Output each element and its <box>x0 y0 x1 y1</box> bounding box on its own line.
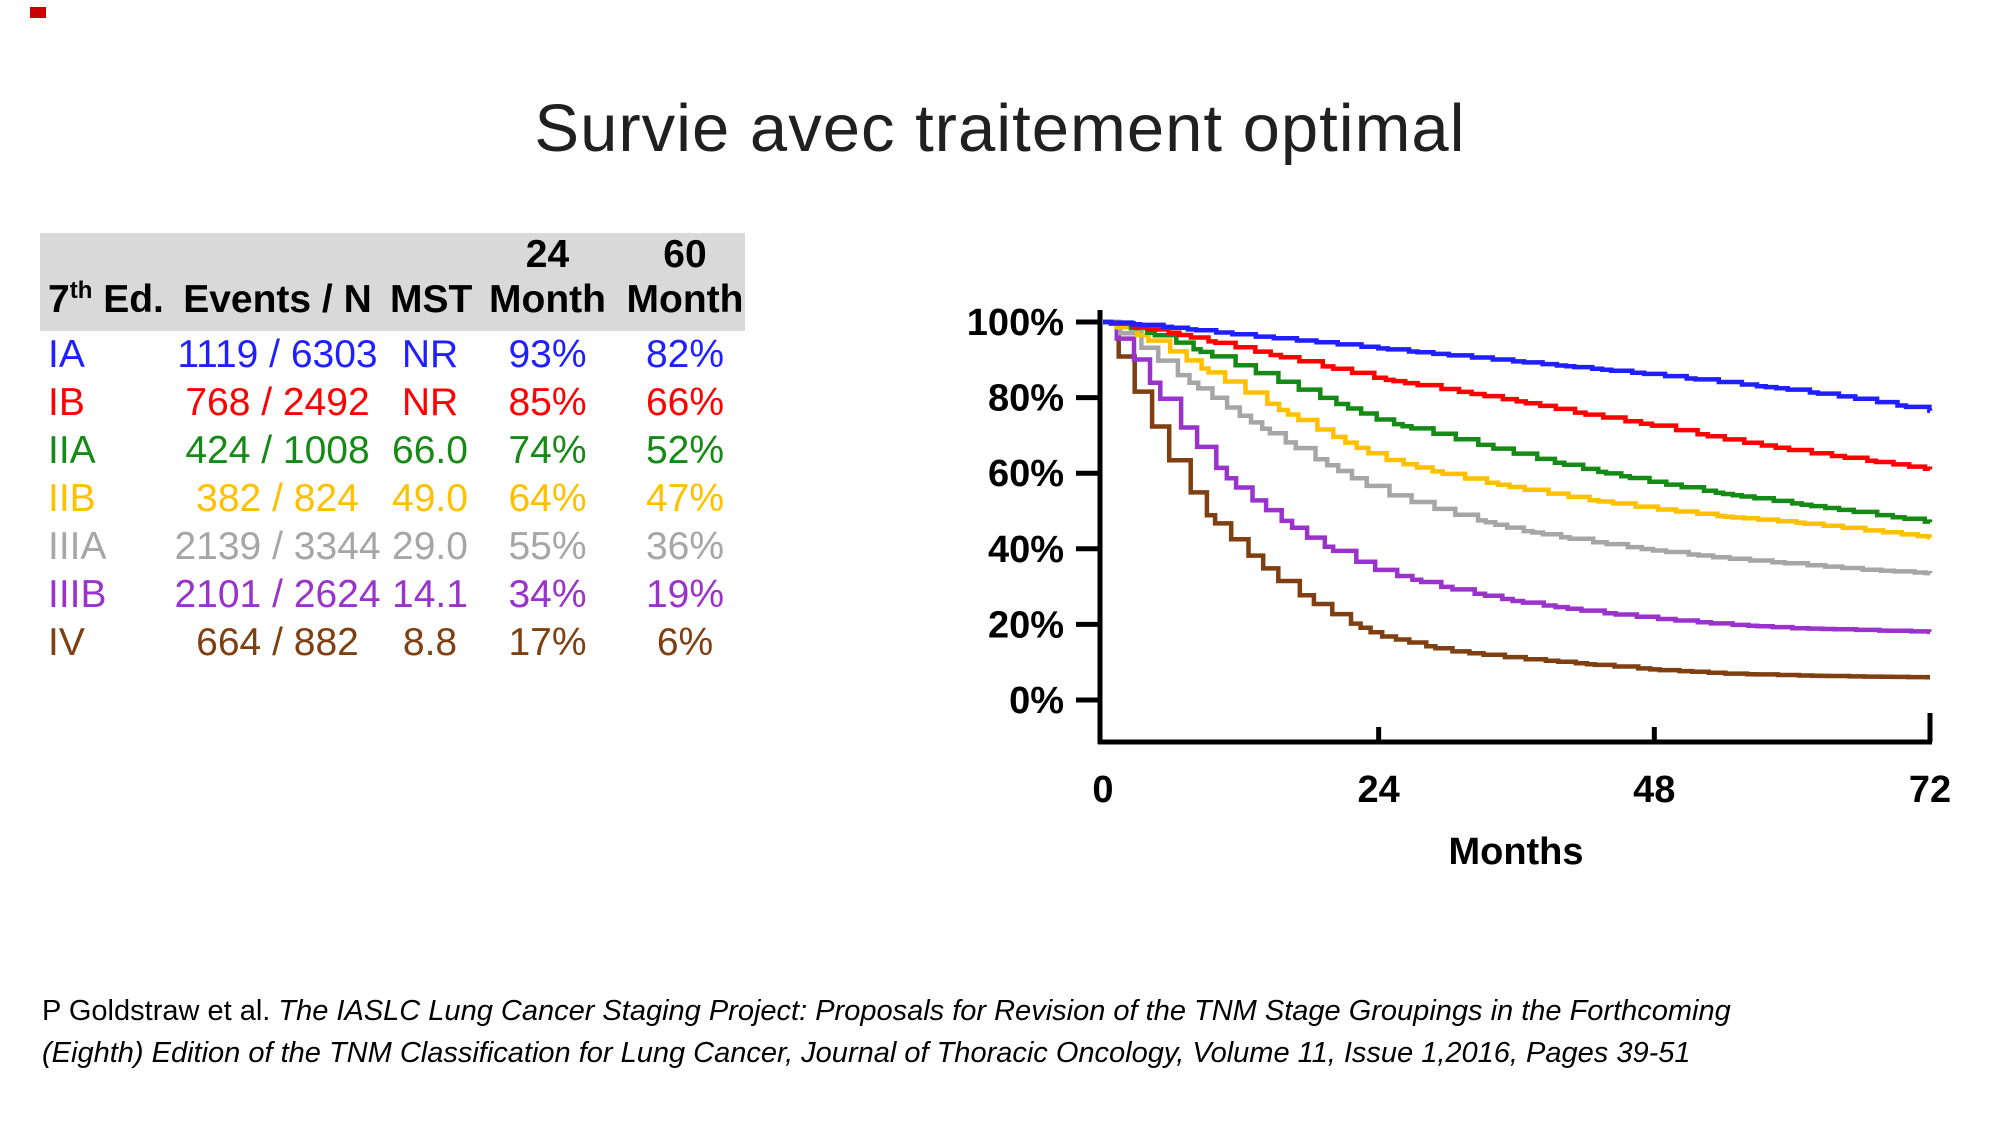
mst-cell: NR <box>401 333 459 376</box>
x-axis-title: Months <box>1448 831 1583 873</box>
stage-cell: IV <box>48 621 85 664</box>
month60-cell: 36% <box>645 525 725 568</box>
month24-cell: 34% <box>508 573 587 616</box>
survival-curve-IV <box>1103 319 1930 680</box>
mst-cell: 8.8 <box>402 621 458 664</box>
month24-cell: 85% <box>508 381 587 424</box>
events-n-cell: 2139 / 3344 <box>174 525 381 568</box>
mst-cell: NR <box>401 381 459 424</box>
events-n-cell: 2101 / 2624 <box>174 573 381 616</box>
mst-cell: 49.0 <box>392 477 468 520</box>
header-stage: 7th Ed. <box>48 276 164 321</box>
table-row: IIIA 2139 / 3344 29.0 55% 36% <box>40 523 745 571</box>
table-row: IV 664 / 882 8.8 17% 6% <box>40 619 745 667</box>
table-row: IIIB 2101 / 2624 14.1 34% 19% <box>40 571 745 619</box>
header-60-month: 60 Month <box>626 233 744 321</box>
events-n-cell: 768 / 2492 <box>185 381 370 424</box>
survival-curve-IIA <box>1103 319 1933 524</box>
stage-cell: IIIB <box>48 573 107 616</box>
citation-line-2: (Eighth) Edition of the TNM Classificati… <box>42 1037 1691 1069</box>
header-24-month: 24 Month <box>489 233 606 321</box>
month60-cell: 52% <box>645 429 725 472</box>
month24-cell: 74% <box>508 429 587 472</box>
survival-curve-IIB <box>1103 319 1933 540</box>
month60-cell: 82% <box>645 333 725 376</box>
stage-cell: IIIA <box>48 525 107 568</box>
month24-cell: 55% <box>508 525 587 568</box>
month60-cell: 47% <box>645 477 725 520</box>
month24-cell: 64% <box>508 477 587 520</box>
month24-cell: 93% <box>508 333 587 376</box>
survival-curve-IB <box>1103 319 1933 471</box>
month60-cell: 6% <box>656 621 714 664</box>
mst-cell: 66.0 <box>392 429 468 472</box>
header-events-n: Events / N <box>183 277 372 321</box>
x-tick-label: 0 <box>1092 769 1113 811</box>
citation: P Goldstraw et al. The IASLC Lung Cancer… <box>42 990 1942 1074</box>
table-row: IIA 424 / 1008 66.0 74% 52% <box>40 427 745 475</box>
red-square-marker-icon <box>30 7 46 18</box>
y-tick-label: 0% <box>1009 680 1064 722</box>
table-body: IA 1119 / 6303 NR 93% 82% IB 768 / 2492 … <box>40 331 745 667</box>
stage-cell: IB <box>48 381 85 424</box>
stage-cell: IIA <box>48 429 96 472</box>
table-row: IIB 382 / 824 49.0 64% 47% <box>40 475 745 523</box>
events-n-cell: 424 / 1008 <box>185 429 370 472</box>
y-tick-label: 20% <box>988 604 1064 646</box>
table-header-row: 7th Ed. Events / N MST 24 Month 60 Month <box>40 233 745 331</box>
y-tick-label: 40% <box>988 529 1064 571</box>
table-row: IB 768 / 2492 NR 85% 66% <box>40 379 745 427</box>
header-mst: MST <box>390 277 473 321</box>
survival-table: 7th Ed. Events / N MST 24 Month 60 Month I… <box>40 233 745 667</box>
survival-chart: 100% 80% 60% 40% 20% 0% 0 24 48 72 Months <box>967 302 1951 873</box>
slide-title: Survie avec traitement optimal <box>534 91 1466 166</box>
events-n-cell: 1119 / 6303 <box>177 333 378 376</box>
citation-line-1: P Goldstraw et al. The IASLC Lung Cancer… <box>42 995 1731 1027</box>
stage-cell: IIB <box>48 477 96 520</box>
survival-curve-IIIB <box>1103 319 1932 635</box>
mst-cell: 14.1 <box>392 573 468 616</box>
survival-curve-IIIA <box>1103 319 1933 576</box>
month60-cell: 19% <box>645 573 725 616</box>
mst-cell: 29.0 <box>392 525 468 568</box>
x-tick-label: 48 <box>1633 769 1675 811</box>
x-tick-label: 24 <box>1358 769 1400 811</box>
events-n-cell: 382 / 824 <box>196 477 359 520</box>
month24-cell: 17% <box>508 621 587 664</box>
table-row: IA 1119 / 6303 NR 93% 82% <box>40 331 745 379</box>
y-tick-label: 100% <box>967 302 1064 344</box>
stage-cell: IA <box>48 333 85 376</box>
x-tick-label: 72 <box>1909 769 1951 811</box>
month60-cell: 66% <box>645 381 725 424</box>
y-tick-label: 60% <box>988 453 1064 495</box>
survival-curve-IA <box>1103 319 1933 413</box>
events-n-cell: 664 / 882 <box>196 621 359 664</box>
y-tick-label: 80% <box>988 378 1064 420</box>
